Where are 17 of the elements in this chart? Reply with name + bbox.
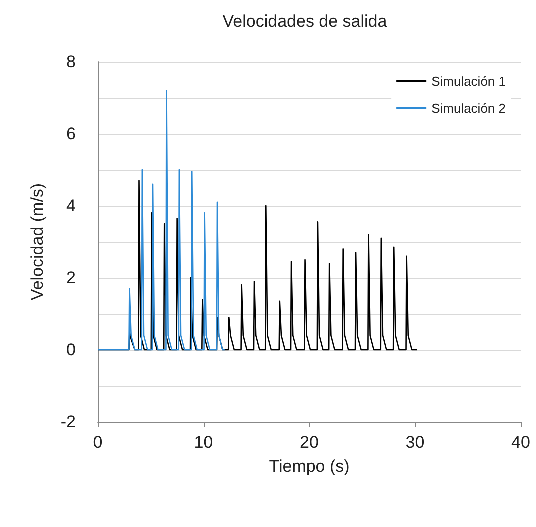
y-tick-label: 8 bbox=[66, 52, 76, 72]
line-series bbox=[97, 90, 226, 351]
y-axis-title: Velocidad (m/s) bbox=[28, 183, 47, 301]
x-tick-label: 10 bbox=[194, 433, 214, 452]
chart-title: Velocidades de salida bbox=[222, 12, 388, 31]
y-tick-label: -2 bbox=[60, 412, 76, 432]
x-axis-title: Tiempo (s) bbox=[269, 457, 350, 476]
x-tick-label: 40 bbox=[512, 433, 530, 452]
y-tick-label: 4 bbox=[66, 196, 76, 216]
legend-label: Simulación 1 bbox=[432, 74, 506, 89]
y-tick-label: 0 bbox=[66, 340, 76, 360]
legend-label: Simulación 2 bbox=[432, 101, 506, 116]
x-tick-label: 20 bbox=[300, 433, 319, 452]
y-tick-label: 2 bbox=[66, 268, 76, 288]
x-tick-label: 30 bbox=[406, 433, 425, 452]
y-tick-label: 6 bbox=[66, 124, 76, 144]
x-tick-label: 0 bbox=[93, 433, 103, 452]
